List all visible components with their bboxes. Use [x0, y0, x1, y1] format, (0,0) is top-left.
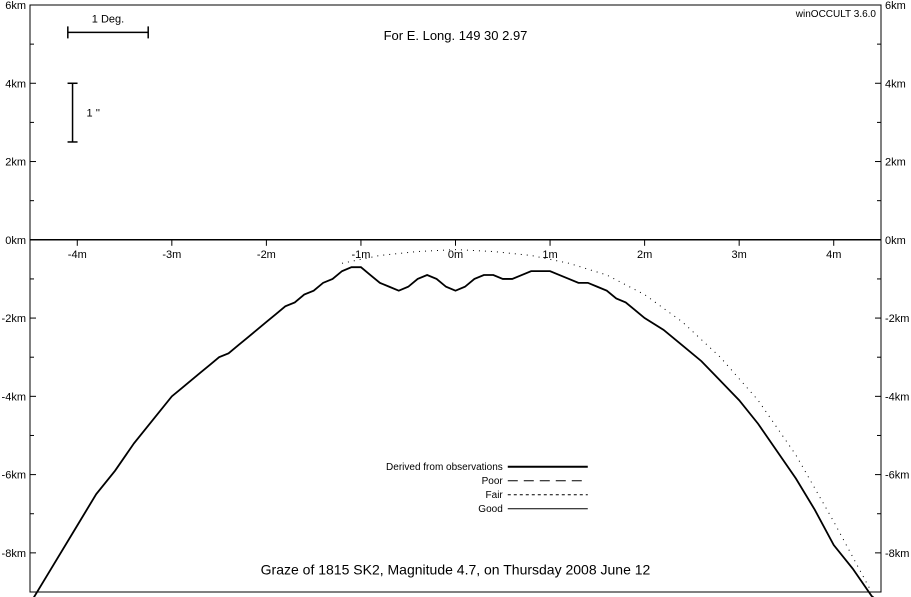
x-tick-label: 0m — [448, 249, 463, 261]
chart-container: -4m -3m -2m -1m 0m 1m 2m 3m 4m 6km 6km 4km 4km 2km 2km… — [0, 0, 911, 597]
plot-border — [30, 5, 881, 592]
y-tick-label-right: 6km — [885, 0, 906, 12]
x-tick-label: 1m — [542, 249, 557, 261]
legend-label: Derived from observations — [386, 462, 503, 473]
y-tick-label-right: -2km — [885, 313, 909, 325]
y-tick-label-left: -8km — [2, 548, 26, 560]
chart-title: For E. Long. 149 30 2.97 — [384, 28, 528, 43]
chart-footer: Graze of 1815 SK2, Magnitude 4.7, on Thu… — [261, 561, 651, 577]
x-tick-label: -4m — [68, 249, 87, 261]
x-tick-label: 3m — [732, 249, 747, 261]
x-tick-label: -1m — [351, 249, 370, 261]
y-tick-label-left: 4km — [5, 78, 26, 90]
software-label: winOCCULT 3.6.0 — [795, 9, 877, 20]
y-tick-label-left: 0km — [5, 235, 26, 247]
x-tick-label: 4m — [826, 249, 841, 261]
y-tick-label-left: -4km — [2, 391, 26, 403]
y-tick-label-left: -2km — [2, 313, 26, 325]
deg-scale-label: 1 Deg. — [92, 13, 124, 25]
x-tick-label: -3m — [162, 249, 181, 261]
y-tick-label-left: -6km — [2, 470, 26, 482]
y-tick-label-right: -6km — [885, 470, 909, 482]
y-tick-label-right: 0km — [885, 235, 906, 247]
legend-label: Fair — [486, 490, 504, 501]
y-tick-label-right: -8km — [885, 548, 909, 560]
y-tick-label-right: 2km — [885, 157, 906, 169]
profile-chart: -4m -3m -2m -1m 0m 1m 2m 3m 4m 6km 6km 4km 4km 2km 2km… — [0, 0, 911, 597]
legend-label: Poor — [482, 476, 504, 487]
x-tick-label: -2m — [257, 249, 276, 261]
y-tick-label-left: 2km — [5, 157, 26, 169]
dotted-curve — [342, 250, 872, 592]
arcsec-scale-label: 1 '' — [87, 108, 100, 120]
y-tick-label-right: -4km — [885, 391, 909, 403]
y-tick-label-left: 6km — [5, 0, 26, 12]
x-tick-label: 2m — [637, 249, 652, 261]
y-tick-label-right: 4km — [885, 78, 906, 90]
profile-curve — [30, 267, 881, 597]
legend-label: Good — [478, 504, 502, 515]
